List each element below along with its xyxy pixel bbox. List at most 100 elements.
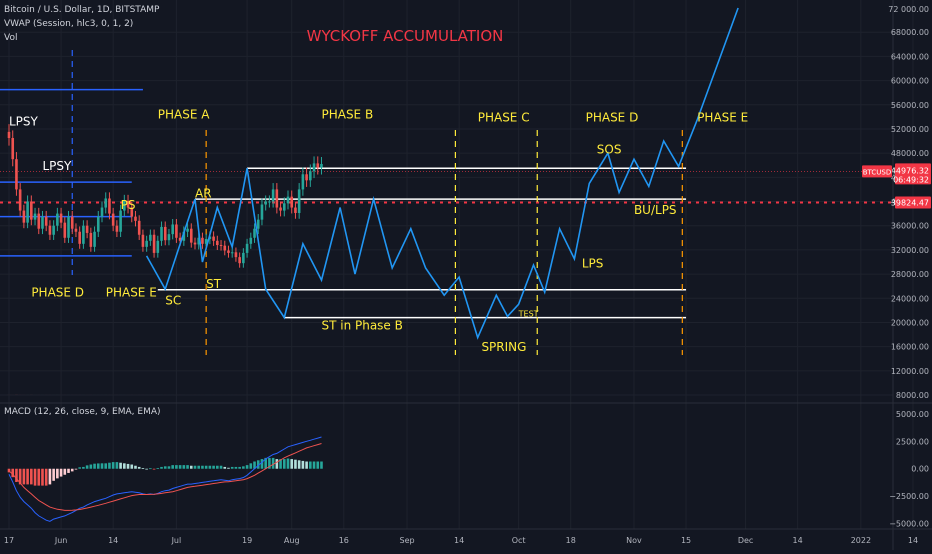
macd-histogram-bar bbox=[26, 469, 29, 485]
macd-histogram-bar bbox=[64, 469, 67, 475]
macd-histogram-bar bbox=[183, 465, 186, 469]
current-price-value: 44976.32 bbox=[891, 166, 929, 175]
macd-histogram-bar bbox=[227, 468, 230, 469]
annotation-label: PHASE B bbox=[321, 108, 373, 122]
macd-histogram-bar bbox=[97, 463, 100, 468]
candle-body bbox=[153, 235, 156, 253]
candle-body bbox=[82, 226, 85, 244]
price-tick-label: 64000.00 bbox=[891, 52, 929, 61]
annotation-label: PHASE E bbox=[697, 111, 748, 125]
macd-histogram-bar bbox=[60, 469, 63, 477]
price-tick-label: 24000.00 bbox=[891, 294, 929, 303]
candle-body bbox=[34, 214, 37, 220]
candle-body bbox=[227, 250, 230, 252]
macd-histogram-bar bbox=[190, 466, 193, 469]
candle-body bbox=[253, 229, 256, 238]
macd-histogram-bar bbox=[82, 467, 85, 469]
candle-body bbox=[119, 211, 122, 232]
annotation-label: PS bbox=[121, 198, 136, 212]
macd-tick-label: −5000.00 bbox=[889, 520, 929, 529]
macd-histogram-bar bbox=[104, 463, 107, 468]
macd-histogram-bar bbox=[287, 458, 290, 468]
candle-body bbox=[316, 163, 319, 167]
price-tick-label: 52000.00 bbox=[891, 125, 929, 134]
candle-body bbox=[175, 224, 178, 237]
macd-histogram-bar bbox=[313, 462, 316, 469]
candle-body bbox=[60, 214, 63, 223]
price-tick-label: 8000.00 bbox=[896, 391, 929, 400]
candle-body bbox=[238, 257, 241, 263]
annotation-label: ST bbox=[206, 277, 222, 291]
candle-body bbox=[261, 205, 264, 220]
candle-body bbox=[283, 203, 286, 210]
macd-histogram-bar bbox=[134, 466, 137, 469]
macd-histogram-bar bbox=[56, 469, 59, 479]
macd-histogram-bar bbox=[157, 468, 160, 469]
candle-body bbox=[246, 244, 249, 253]
macd-histogram-bar bbox=[149, 468, 152, 469]
annotation-label: LPSY bbox=[42, 159, 72, 173]
macd-histogram-bar bbox=[220, 466, 223, 469]
macd-histogram-bar bbox=[276, 459, 279, 469]
candle-body bbox=[220, 245, 223, 246]
time-tick-label: Oct bbox=[512, 536, 526, 545]
macd-histogram-bar bbox=[209, 466, 212, 469]
macd-histogram-bar bbox=[298, 460, 301, 468]
annotation-label: TEST bbox=[518, 309, 539, 318]
price-tick-label: 60000.00 bbox=[891, 77, 929, 86]
candle-body bbox=[108, 198, 111, 213]
annotation-label: LPSY bbox=[9, 114, 39, 128]
macd-histogram-bar bbox=[123, 463, 126, 468]
macd-histogram-bar bbox=[316, 462, 319, 469]
candle-body bbox=[23, 211, 26, 223]
macd-histogram-bar bbox=[108, 463, 111, 469]
macd-histogram-bar bbox=[127, 464, 130, 469]
macd-histogram-bar bbox=[175, 465, 178, 469]
annotation-label: AR bbox=[195, 186, 212, 200]
candle-body bbox=[78, 232, 81, 244]
macd-histogram-bar bbox=[294, 460, 297, 469]
candle-body bbox=[257, 220, 260, 229]
macd-histogram-bar bbox=[242, 466, 245, 468]
annotation-label: SOS bbox=[597, 143, 622, 157]
symbol-legend[interactable]: Bitcoin / U.S. Dollar, 1D, BITSTAMP bbox=[4, 5, 160, 15]
price-tick-label: 56000.00 bbox=[891, 101, 929, 110]
macd-legend[interactable]: MACD (12, 26, close, 9, EMA, EMA) bbox=[4, 407, 161, 417]
macd-histogram-bar bbox=[305, 462, 308, 469]
candle-body bbox=[160, 227, 163, 241]
candle-body bbox=[86, 226, 89, 233]
candle-body bbox=[216, 241, 219, 245]
candle-body bbox=[75, 229, 78, 232]
macd-histogram-bar bbox=[250, 463, 253, 468]
candle-body bbox=[112, 214, 115, 226]
macd-tick-label: 2500.00 bbox=[896, 437, 929, 446]
vol-legend[interactable]: Vol bbox=[4, 33, 17, 43]
candle-body bbox=[235, 252, 238, 257]
macd-histogram-bar bbox=[223, 467, 226, 469]
time-tick-label: 14 bbox=[908, 536, 918, 545]
candle-body bbox=[71, 217, 74, 229]
candle-body bbox=[138, 221, 141, 235]
macd-histogram-bar bbox=[71, 469, 74, 472]
candle-body bbox=[168, 234, 171, 240]
vwap-legend[interactable]: VWAP (Session, hlc3, 0, 1, 2) bbox=[4, 19, 133, 29]
candle-body bbox=[305, 174, 308, 180]
macd-histogram-bar bbox=[290, 459, 293, 469]
candle-body bbox=[287, 197, 290, 204]
annotation-label: LPS bbox=[582, 256, 604, 270]
candle-body bbox=[223, 246, 226, 251]
candle-body bbox=[212, 237, 215, 241]
macd-histogram-bar bbox=[197, 466, 200, 469]
macd-histogram-bar bbox=[52, 469, 55, 481]
dotted-level-value: 39824.47 bbox=[891, 199, 929, 208]
macd-histogram-bar bbox=[302, 461, 305, 469]
candle-body bbox=[26, 202, 29, 223]
time-tick-label: 14 bbox=[108, 536, 118, 545]
candle-body bbox=[149, 235, 152, 241]
macd-histogram-bar bbox=[78, 467, 81, 468]
candle-body bbox=[19, 189, 22, 210]
candle-body bbox=[309, 171, 312, 180]
candle-body bbox=[90, 233, 93, 247]
